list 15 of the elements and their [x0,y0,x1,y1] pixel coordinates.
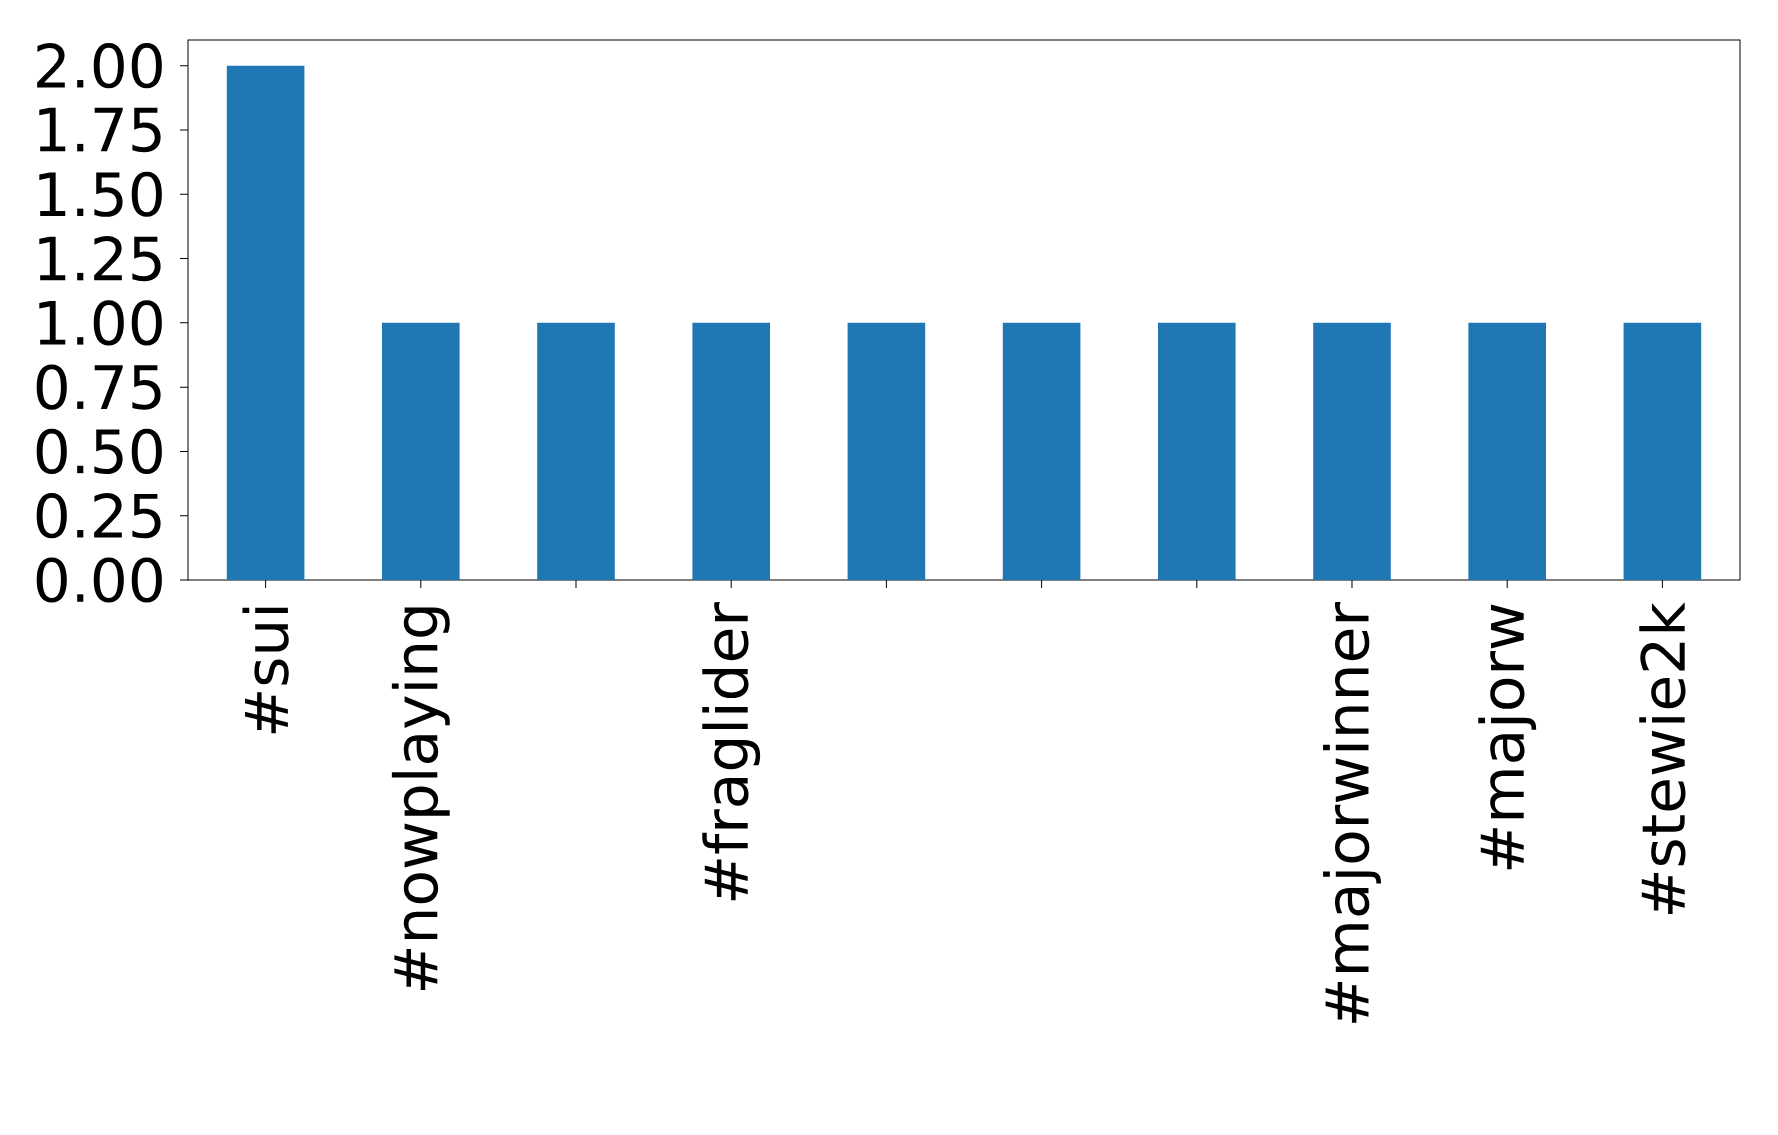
x-tick-label: #majorw [1478,604,1537,870]
x-tick-label: #majorwinner [1323,602,1381,1023]
y-tick-label: 0.75 [36,364,161,410]
x-tick-label: #stewie2k [1639,602,1686,914]
x-tick-label: #sui [242,607,289,734]
x-tick-label: #fraglider [702,602,761,901]
y-tick-label: 1.75 [39,107,161,153]
y-tick-label: 1.25 [39,235,161,282]
y-tick-label: 2.00 [37,43,162,89]
y-tick-label: 1.00 [39,300,162,346]
y-tick-label: 0.50 [36,428,162,475]
y-tick-label: 1.50 [39,171,162,217]
x-tick-label: #nowplaying [391,607,450,990]
y-tick-label: 0.00 [36,557,162,603]
y-tick-label: 0.25 [36,493,161,539]
